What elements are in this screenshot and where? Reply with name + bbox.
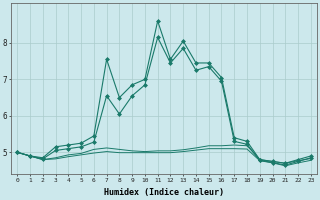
- X-axis label: Humidex (Indice chaleur): Humidex (Indice chaleur): [104, 188, 224, 197]
